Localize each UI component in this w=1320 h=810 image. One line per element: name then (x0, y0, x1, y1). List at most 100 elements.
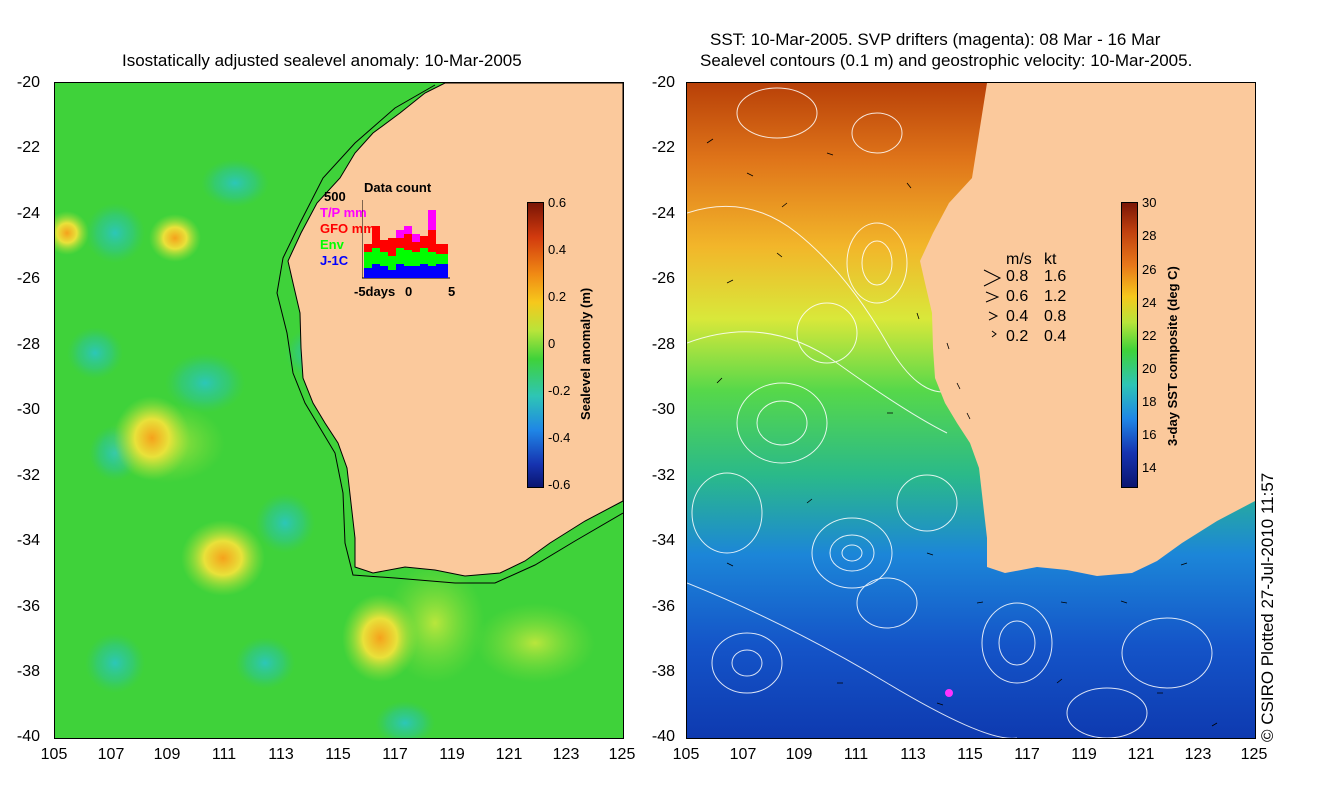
y-tick: -20 (16, 74, 40, 91)
x-tick: 117 (1014, 746, 1040, 763)
inset-series-env: Env (320, 237, 344, 252)
cb-tick: 14 (1142, 460, 1157, 475)
inset-xlabel-mid: 0 (405, 284, 413, 299)
x-tick: 113 (268, 746, 294, 763)
bar (404, 226, 412, 278)
y-tick: -40 (16, 728, 40, 745)
right-map-title-line2: Sealevel contours (0.1 m) and geostrophi… (700, 51, 1193, 70)
cb-tick: 28 (1142, 228, 1157, 243)
bar (372, 226, 380, 278)
x-tick: 105 (672, 746, 700, 763)
y-tick: -20 (651, 74, 675, 91)
inset-bars (362, 200, 450, 279)
inset-ymax: 500 (324, 189, 346, 204)
x-tick: 109 (785, 746, 813, 763)
cb-tick: 0.6 (548, 195, 567, 210)
bar (396, 230, 404, 278)
inset-series-tp: T/P mm (320, 205, 367, 220)
bar (428, 210, 436, 278)
x-tick: 125 (608, 746, 636, 763)
cb-tick: 30 (1142, 195, 1157, 210)
cb-tick: 20 (1142, 361, 1157, 376)
x-tick: 119 (439, 746, 465, 763)
x-tick: 121 (1127, 746, 1155, 763)
y-tick: -26 (651, 270, 675, 287)
y-tick: -34 (651, 532, 675, 549)
x-tick: 123 (552, 746, 580, 763)
cb-tick: 18 (1142, 394, 1157, 409)
bar (388, 238, 396, 278)
y-tick: -22 (651, 139, 675, 156)
x-tick: 115 (325, 746, 351, 763)
sst-map-svg (687, 83, 1255, 738)
cb-tick: 24 (1142, 295, 1157, 310)
y-tick: -28 (16, 336, 40, 353)
velocity-kt-value: 0.4 (1044, 328, 1067, 345)
bar (364, 244, 372, 278)
y-tick: -22 (16, 139, 40, 156)
inset-title: Data count (364, 180, 432, 195)
bar (420, 236, 428, 278)
inset-series-gfo: GFO mm (320, 221, 375, 236)
y-tick: -26 (16, 270, 40, 287)
velocity-kt-value: 1.2 (1044, 288, 1067, 305)
velocity-ms-value: 0.4 (1006, 308, 1029, 325)
right-map-title-line1: SST: 10-Mar-2005. SVP drifters (magenta)… (710, 30, 1161, 49)
velocity-ms-value: 0.6 (1006, 288, 1029, 305)
x-tick: 115 (957, 746, 983, 763)
cb-tick: -0.2 (548, 383, 571, 398)
y-tick: -30 (16, 401, 40, 418)
y-tick: -30 (651, 401, 675, 418)
cb-tick: 22 (1142, 328, 1157, 343)
y-tick: -32 (16, 467, 40, 484)
sealevel-colorbar-label: Sealevel anomaly (m) (578, 287, 593, 420)
y-tick: -36 (651, 598, 675, 615)
inset-series-j1c: J-1C (320, 253, 349, 268)
x-tick: 113 (900, 746, 926, 763)
velocity-header-ms: m/s (1006, 251, 1032, 268)
inset-xlabel-left: -5days (354, 284, 396, 299)
cb-tick: 26 (1142, 262, 1157, 277)
velocity-ms-value: 0.2 (1006, 328, 1029, 345)
y-tick: -24 (651, 205, 675, 222)
y-tick: -38 (16, 663, 40, 680)
left-map-title: Isostatically adjusted sealevel anomaly:… (122, 51, 522, 70)
x-tick: 123 (1184, 746, 1212, 763)
copyright-text: © CSIRO Plotted 27-Jul-2010 11:57 (1258, 472, 1277, 742)
velocity-kt-value: 1.6 (1044, 268, 1067, 285)
x-tick: 119 (1071, 746, 1097, 763)
velocity-arrows (983, 269, 1002, 338)
x-tick: 125 (1240, 746, 1268, 763)
x-tick: 109 (153, 746, 181, 763)
bar (412, 234, 420, 278)
cb-tick: 0.4 (548, 242, 567, 257)
cb-tick: -0.4 (548, 430, 571, 445)
inset-xlabel-right: 5 (448, 284, 456, 299)
y-tick: -38 (651, 663, 675, 680)
cb-tick: 16 (1142, 427, 1157, 442)
y-tick: -28 (651, 336, 675, 353)
velocity-kt-value: 0.8 (1044, 308, 1067, 325)
bar (436, 244, 448, 278)
bar (380, 240, 388, 278)
x-tick: 105 (40, 746, 68, 763)
cb-tick: -0.6 (548, 477, 571, 492)
velocity-header-kt: kt (1044, 251, 1057, 268)
sst-map (686, 82, 1256, 739)
sst-colorbar (1121, 202, 1138, 488)
y-tick: -32 (651, 467, 675, 484)
velocity-ms-value: 0.8 (1006, 268, 1029, 285)
x-tick: 111 (211, 746, 237, 763)
sst-colorbar-label: 3-day SST composite (deg C) (1165, 266, 1180, 446)
x-tick: 111 (843, 746, 869, 763)
x-tick: 121 (495, 746, 523, 763)
y-tick: -24 (16, 205, 40, 222)
x-tick: 117 (382, 746, 408, 763)
y-tick: -34 (16, 532, 40, 549)
cb-tick: 0.2 (548, 289, 567, 304)
cb-tick: 0 (548, 336, 556, 351)
sealevel-colorbar (527, 202, 544, 488)
y-tick: -36 (16, 598, 40, 615)
y-tick: -40 (651, 728, 675, 745)
x-tick: 107 (729, 746, 757, 763)
